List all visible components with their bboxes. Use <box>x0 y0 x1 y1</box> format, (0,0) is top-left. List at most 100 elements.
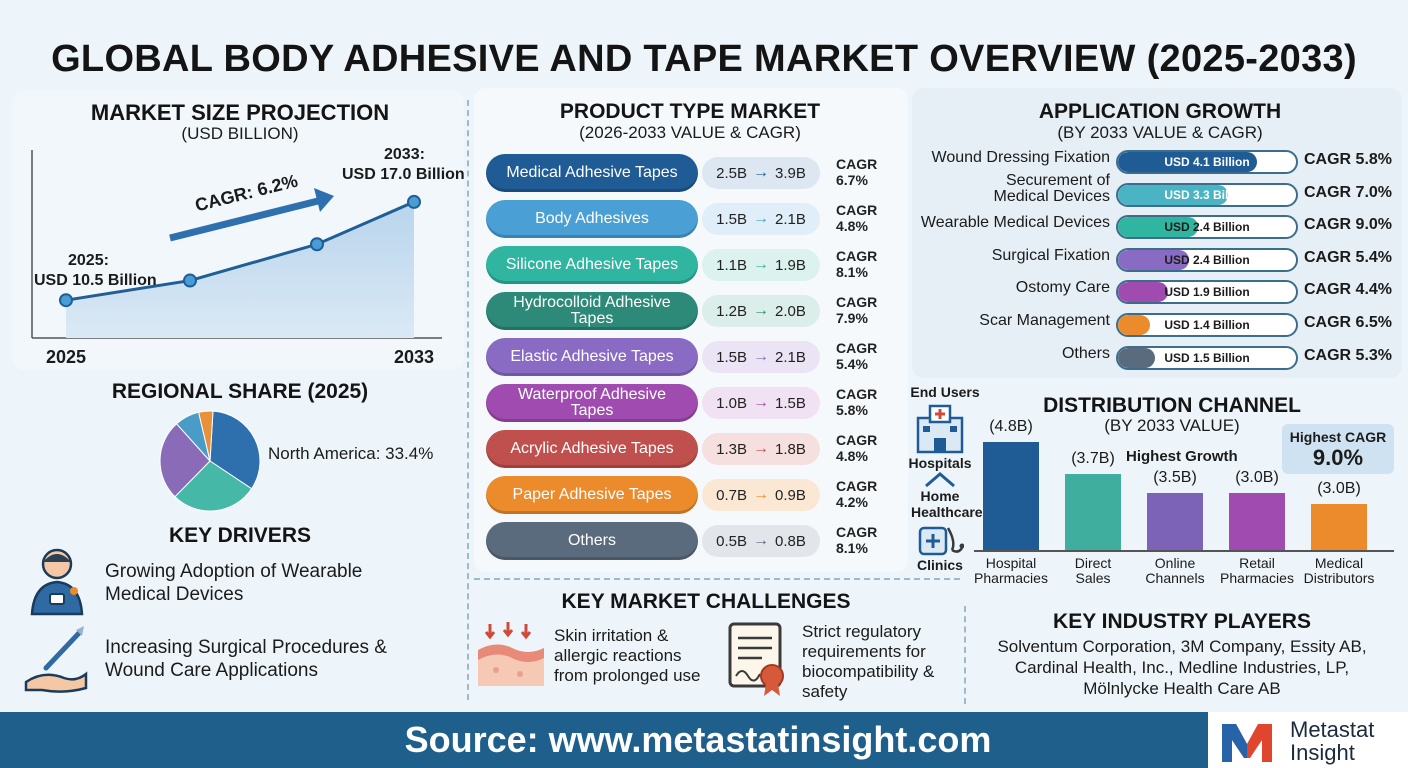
product-to: 2.0B <box>775 302 806 320</box>
application-bar-fill <box>1118 347 1156 368</box>
product-row: Silicone Adhesive Tapes 1.1B → 1.9B CAGR 8.1% <box>486 246 906 284</box>
distribution-value: (3.0B) <box>1235 468 1279 486</box>
end-users-heading: End Users <box>910 384 980 400</box>
product-name: Others <box>567 532 616 549</box>
cagr-arrow <box>169 196 323 242</box>
distribution-label: Direct Sales <box>1074 555 1112 586</box>
product-value-range: 0.7B → 0.9B <box>702 479 820 511</box>
product-from: 0.7B <box>716 486 747 504</box>
distribution-heading: DISTRIBUTION CHANNEL <box>1043 394 1301 417</box>
start-year-label: 2025: <box>68 252 109 269</box>
highest-cagr-label: Highest CAGR <box>1289 429 1387 445</box>
x-tick-start: 2025 <box>46 347 87 367</box>
product-from: 1.0B <box>716 394 747 412</box>
product-value-range: 1.5B → 2.1B <box>702 203 820 235</box>
market-area <box>66 201 414 338</box>
start-value-label: USD 10.5 Billion <box>34 272 157 289</box>
application-cagr: CAGR 5.3% <box>1304 346 1393 364</box>
application-name: Securement of Medical Devices <box>993 171 1110 205</box>
arrow-right-icon: → <box>753 348 769 365</box>
arrow-right-icon: → <box>753 302 769 319</box>
application-cagr: CAGR 9.0% <box>1304 216 1393 234</box>
product-name-pill: Acrylic Adhesive Tapes <box>486 430 698 468</box>
product-row: Elastic Adhesive Tapes 1.5B → 2.1B CAGR 5.4% <box>486 338 906 376</box>
product-name-pill: Hydrocolloid Adhesive Tapes <box>486 292 698 330</box>
challenges-heading: KEY MARKET CHALLENGES <box>561 590 851 613</box>
surgical-hand-icon <box>24 626 88 693</box>
application-cagr: CAGR 5.8% <box>1304 151 1393 168</box>
distribution-label: Retail Pharmacies <box>1220 555 1294 586</box>
distribution-baseline <box>974 550 1394 552</box>
product-to: 0.8B <box>775 532 806 550</box>
distribution-bar <box>1065 474 1121 550</box>
end-value-label: USD 17.0 Billion <box>342 166 465 183</box>
product-row: Paper Adhesive Tapes 0.7B → 0.9B CAGR 4.2% <box>486 476 906 514</box>
wearable-device-icon <box>30 548 84 616</box>
application-value: USD 3.3 Billion <box>1164 187 1250 202</box>
product-cagr: CAGR 4.8% <box>836 202 878 234</box>
product-name: Silicone Adhesive Tapes <box>505 256 679 273</box>
product-value-range: 1.0B → 1.5B <box>702 387 820 419</box>
product-name: Paper Adhesive Tapes <box>512 486 672 503</box>
end-user-clinics: Clinics <box>917 557 963 573</box>
application-cagr: CAGR 4.4% <box>1304 281 1393 299</box>
distribution-label: Medical Distributors <box>1303 555 1375 586</box>
product-to: 1.9B <box>775 256 806 274</box>
product-value-range: 1.3B → 1.8B <box>702 433 820 465</box>
product-row: Medical Adhesive Tapes 2.5B → 3.9B CAGR 6.7% <box>486 154 906 192</box>
product-name-pill: Silicone Adhesive Tapes <box>486 246 698 284</box>
challenge-text-1: Skin irritation & allergic reactions fro… <box>554 626 701 685</box>
application-bar: USD 1.4 Billion <box>1116 313 1298 337</box>
source-link[interactable]: Source: www.metastatinsight.com <box>404 719 992 760</box>
application-name: Scar Management <box>979 312 1110 329</box>
footer-bar: Source: www.metastatinsight.com <box>0 712 1408 768</box>
left-divider <box>467 100 469 700</box>
cagr-arrow-head <box>314 188 334 212</box>
market-size-chart <box>31 150 442 339</box>
arrow-right-icon: → <box>753 210 769 227</box>
driver-text-1: Growing Adoption of Wearable Medical Dev… <box>105 561 363 605</box>
highest-growth-label: Highest Growth <box>1126 448 1238 465</box>
market-point <box>310 237 324 252</box>
end-user-hospitals: Hospitals <box>908 455 972 471</box>
application-value: USD 1.4 Billion <box>1164 318 1250 332</box>
end-year-label: 2033: <box>384 146 425 163</box>
market-line <box>65 200 415 302</box>
application-cagr: CAGR 6.5% <box>1304 314 1393 331</box>
application-bar-fill <box>1118 282 1168 303</box>
pie-slice <box>159 423 211 498</box>
product-cagr: CAGR 8.1% <box>836 524 878 556</box>
distribution-bar <box>983 442 1039 550</box>
product-value-range: 1.1B → 1.9B <box>702 249 820 281</box>
product-name-pill: Paper Adhesive Tapes <box>486 476 698 514</box>
arrow-right-icon: → <box>753 440 769 457</box>
application-cagr: CAGR 5.4% <box>1304 248 1393 266</box>
distribution-value: (3.7B) <box>1071 450 1115 468</box>
application-bar: USD 3.3 Billion <box>1116 182 1298 207</box>
regional-pie-chart <box>159 410 261 512</box>
players-heading: KEY INDUSTRY PLAYERS <box>1053 610 1311 633</box>
product-name: Waterproof Adhesive Tapes <box>518 386 666 419</box>
product-from: 1.5B <box>716 348 747 366</box>
product-cagr: CAGR 4.8% <box>836 432 878 464</box>
application-bar: USD 1.5 Billion <box>1116 345 1298 370</box>
home-icon <box>925 472 955 488</box>
distribution-value: (3.5B) <box>1153 468 1197 486</box>
application-name: Ostomy Care <box>1015 279 1110 297</box>
product-cagr: CAGR 5.4% <box>836 340 878 372</box>
market-point <box>183 273 197 288</box>
arrow-right-icon: → <box>753 532 769 549</box>
product-to: 2.1B <box>775 210 806 228</box>
market-point <box>59 293 73 308</box>
application-bar: USD 2.4 Billion <box>1116 247 1298 272</box>
distribution-label: Online Channels <box>1145 555 1205 586</box>
application-name: Wound Dressing Fixation <box>931 149 1110 166</box>
logo-text-2: Insight <box>1290 740 1355 765</box>
clinic-icon <box>918 526 964 556</box>
product-to: 0.9B <box>775 486 806 504</box>
product-name: Hydrocolloid Adhesive Tapes <box>513 294 671 327</box>
market-size-subheading: (USD BILLION) <box>181 124 299 143</box>
product-value-range: 1.2B → 2.0B <box>702 295 820 327</box>
regional-label: North America: 33.4% <box>268 444 434 463</box>
application-bar: USD 4.1 Billion <box>1116 150 1298 174</box>
